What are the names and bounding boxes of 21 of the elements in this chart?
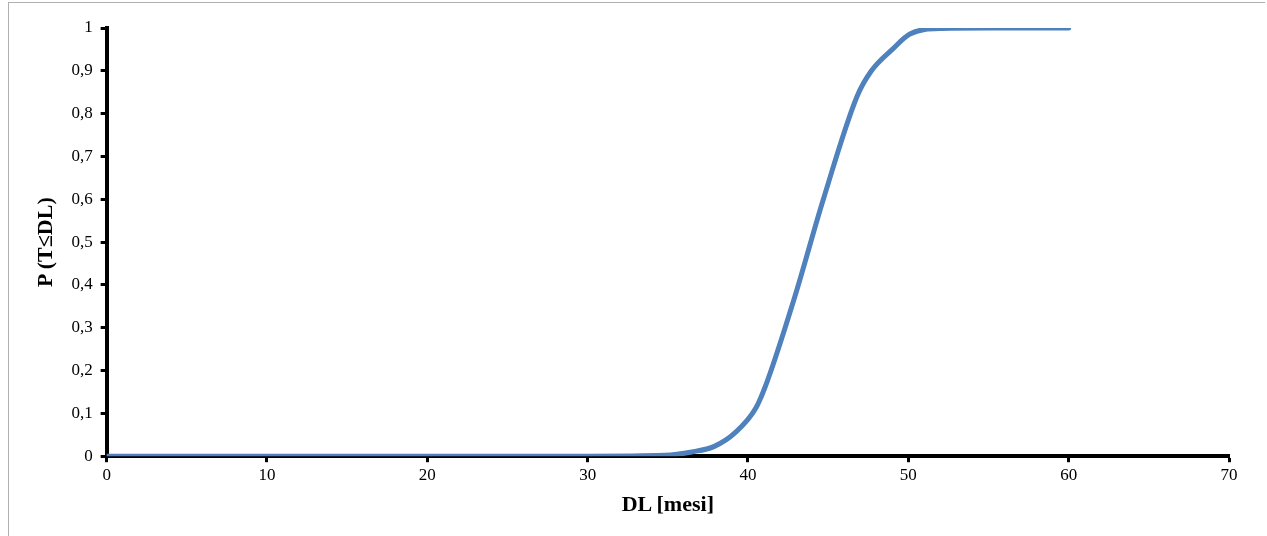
y-tick-label: 0,6 — [71, 188, 93, 208]
x-axis-title: DL [mesi] — [621, 491, 714, 517]
y-tick-label: 0,8 — [71, 103, 93, 123]
y-tick-label: 0,7 — [71, 145, 94, 165]
y-tick-label: 0,3 — [71, 317, 93, 337]
x-tick-label: 40 — [739, 464, 757, 484]
x-tick-label: 20 — [418, 464, 436, 484]
x-tick-label: 10 — [258, 464, 276, 484]
y-tick-label: 0,5 — [71, 231, 93, 251]
y-tick-label: 0,2 — [71, 360, 93, 380]
y-tick-label: 0 — [84, 445, 93, 465]
y-tick-label: 1 — [84, 17, 93, 37]
x-tick-label: 0 — [102, 464, 111, 484]
x-tick-label: 70 — [1220, 464, 1238, 484]
x-tick-label: 50 — [899, 464, 917, 484]
y-tick-label: 0,4 — [71, 274, 94, 294]
x-tick-label: 60 — [1060, 464, 1078, 484]
y-axis-title: P (T≤DL) — [31, 197, 57, 287]
y-tick-label: 0,9 — [71, 60, 93, 80]
x-tick-label: 30 — [579, 464, 597, 484]
y-tick-label: 0,1 — [71, 402, 93, 422]
